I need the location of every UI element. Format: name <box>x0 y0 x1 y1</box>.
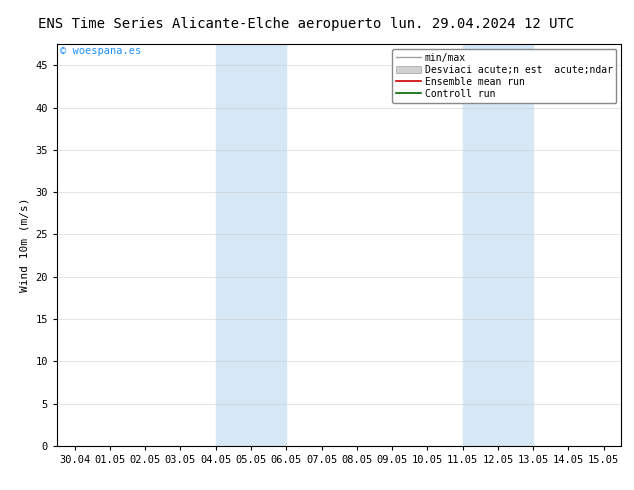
Y-axis label: Wind 10m (m/s): Wind 10m (m/s) <box>20 198 30 292</box>
Bar <box>463 44 533 446</box>
Text: ENS Time Series Alicante-Elche aeropuerto: ENS Time Series Alicante-Elche aeropuert… <box>37 17 381 31</box>
Text: © woespana.es: © woespana.es <box>60 46 141 56</box>
Legend: min/max, Desviaci acute;n est  acute;ndar, Ensemble mean run, Controll run: min/max, Desviaci acute;n est acute;ndar… <box>392 49 616 102</box>
Bar <box>216 44 287 446</box>
Text: lun. 29.04.2024 12 UTC: lun. 29.04.2024 12 UTC <box>390 17 574 31</box>
